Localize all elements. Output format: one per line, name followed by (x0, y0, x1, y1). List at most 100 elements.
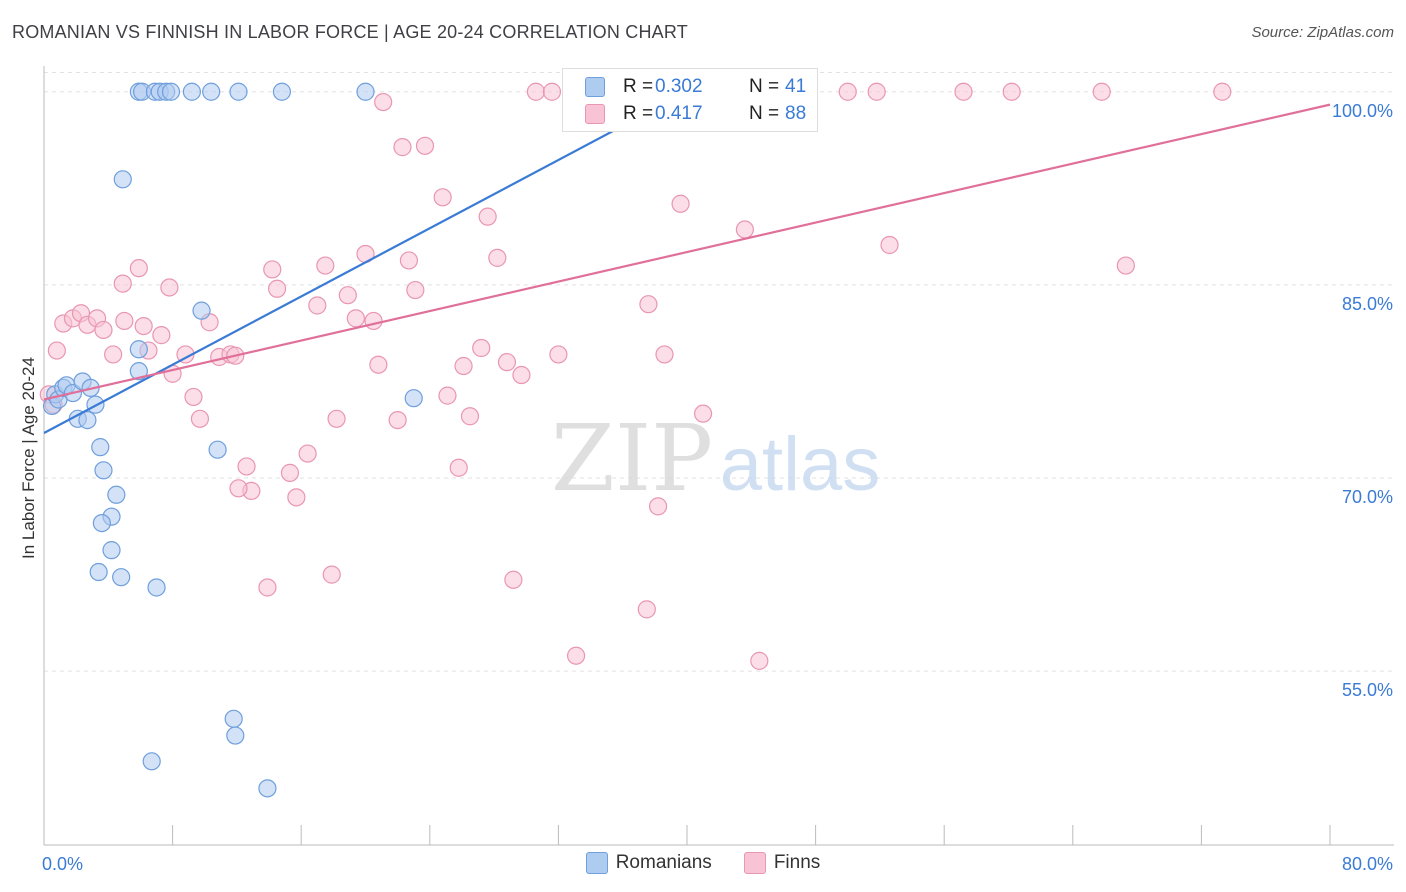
stats-box: R = 0.302 N = 41 R = 0.417 N = 88 (562, 68, 818, 132)
finn-point (369, 355, 388, 374)
romanian-point (94, 461, 113, 480)
finn-point (393, 138, 412, 157)
finn-point (449, 458, 468, 477)
finn-point (693, 404, 713, 423)
finn-point (364, 311, 383, 331)
finn-point (460, 407, 480, 426)
finn-point (237, 457, 256, 476)
trendlines (43, 90, 1331, 434)
chart-title: ROMANIAN VS FINNISH IN LABOR FORCE | AGE… (12, 22, 688, 42)
finn-point (346, 309, 365, 328)
n-value-romanians: 41 (785, 76, 807, 97)
finn-point (639, 295, 658, 314)
finn-point (880, 235, 899, 255)
finn-point (287, 488, 306, 507)
finn-point (542, 82, 562, 101)
legend-item-romanians[interactable]: Romanians (585, 852, 712, 874)
romanian-point (356, 82, 375, 101)
finn-point (129, 259, 148, 278)
finns-trendline (43, 103, 1331, 401)
romanian-point (404, 389, 423, 408)
romanian-point (91, 438, 110, 457)
n-label: N = (749, 103, 780, 124)
source-label: Source: ZipAtlas.com (1251, 24, 1394, 41)
finn-point (47, 341, 66, 360)
finn-point (750, 651, 769, 670)
romanian-point (112, 568, 131, 587)
r-label: R = (623, 103, 654, 124)
legend: Romanians Finns (0, 852, 1406, 874)
axes-layer: 55.0% 70.0% 85.0% 100.0% 0.0% 80.0% (42, 66, 1394, 874)
finn-point (327, 409, 346, 428)
r-value-romanians: 0.302 (655, 76, 703, 97)
finn-point (655, 345, 674, 364)
finn-point (316, 256, 335, 275)
romanian-point (113, 170, 132, 189)
y-tick-label: 70.0% (1342, 487, 1393, 507)
romanian-point (147, 578, 166, 597)
legend-swatch-finns (743, 852, 766, 874)
finn-point (954, 82, 973, 101)
finn-point (1116, 256, 1135, 275)
y-tick-label: 55.0% (1342, 680, 1393, 700)
romanian-point (229, 82, 248, 101)
watermark-atlas: atlas (720, 422, 881, 507)
n-value-finns: 88 (785, 103, 807, 124)
finn-point (113, 274, 132, 293)
romanian-point (92, 513, 111, 533)
finn-point (488, 248, 507, 267)
finn-point (1002, 82, 1021, 101)
finn-point (512, 365, 531, 385)
romanian-point (208, 440, 227, 459)
finn-point (388, 410, 407, 430)
watermark-zip: ZIP (551, 405, 713, 512)
finn-point (497, 353, 517, 372)
romanian-point (161, 82, 181, 101)
romanian-point (129, 362, 148, 381)
finn-point (280, 463, 300, 482)
y-axis-title: In Labor Force | Age 20-24 (19, 357, 38, 559)
finn-point (322, 565, 341, 584)
finn-point (867, 82, 886, 101)
romanian-point (129, 340, 148, 359)
finn-point (504, 570, 523, 589)
finn-point (454, 356, 473, 376)
r-label: R = (623, 76, 654, 97)
finn-point (399, 251, 419, 270)
finn-point (433, 188, 452, 207)
romanian-point (107, 485, 126, 504)
finn-point (472, 338, 491, 358)
romanian-point (258, 779, 277, 798)
stats-swatch-romanians (585, 77, 605, 97)
romanians-trendline (43, 90, 688, 434)
stats-row-romanians: R = 0.302 N = 41 (585, 76, 806, 98)
romanian-point (224, 709, 243, 728)
finn-point (478, 207, 497, 226)
romanian-point (102, 541, 121, 560)
stats-row-finns: R = 0.417 N = 88 (585, 103, 806, 125)
finn-point (190, 409, 210, 428)
finn-point (637, 600, 656, 619)
finn-point (104, 345, 123, 364)
finn-point (374, 92, 393, 112)
n-label: N = (749, 76, 780, 97)
finn-point (735, 220, 754, 239)
finn-point (415, 136, 435, 155)
romanian-point (78, 410, 97, 430)
romanian-point (142, 752, 161, 771)
legend-item-finns[interactable]: Finns (743, 852, 821, 874)
legend-label-finns: Finns (773, 852, 821, 873)
finn-point (258, 578, 277, 597)
romanian-point (89, 562, 108, 582)
finn-point (406, 280, 425, 300)
romanians-points (42, 82, 423, 798)
x-tick-label: 80.0% (1342, 854, 1393, 874)
romanian-point (192, 301, 211, 320)
finn-point (134, 316, 153, 336)
finn-point (184, 387, 203, 407)
finn-point (263, 260, 282, 279)
finn-point (671, 194, 690, 213)
romanian-point (182, 82, 201, 101)
finn-point (152, 326, 171, 345)
